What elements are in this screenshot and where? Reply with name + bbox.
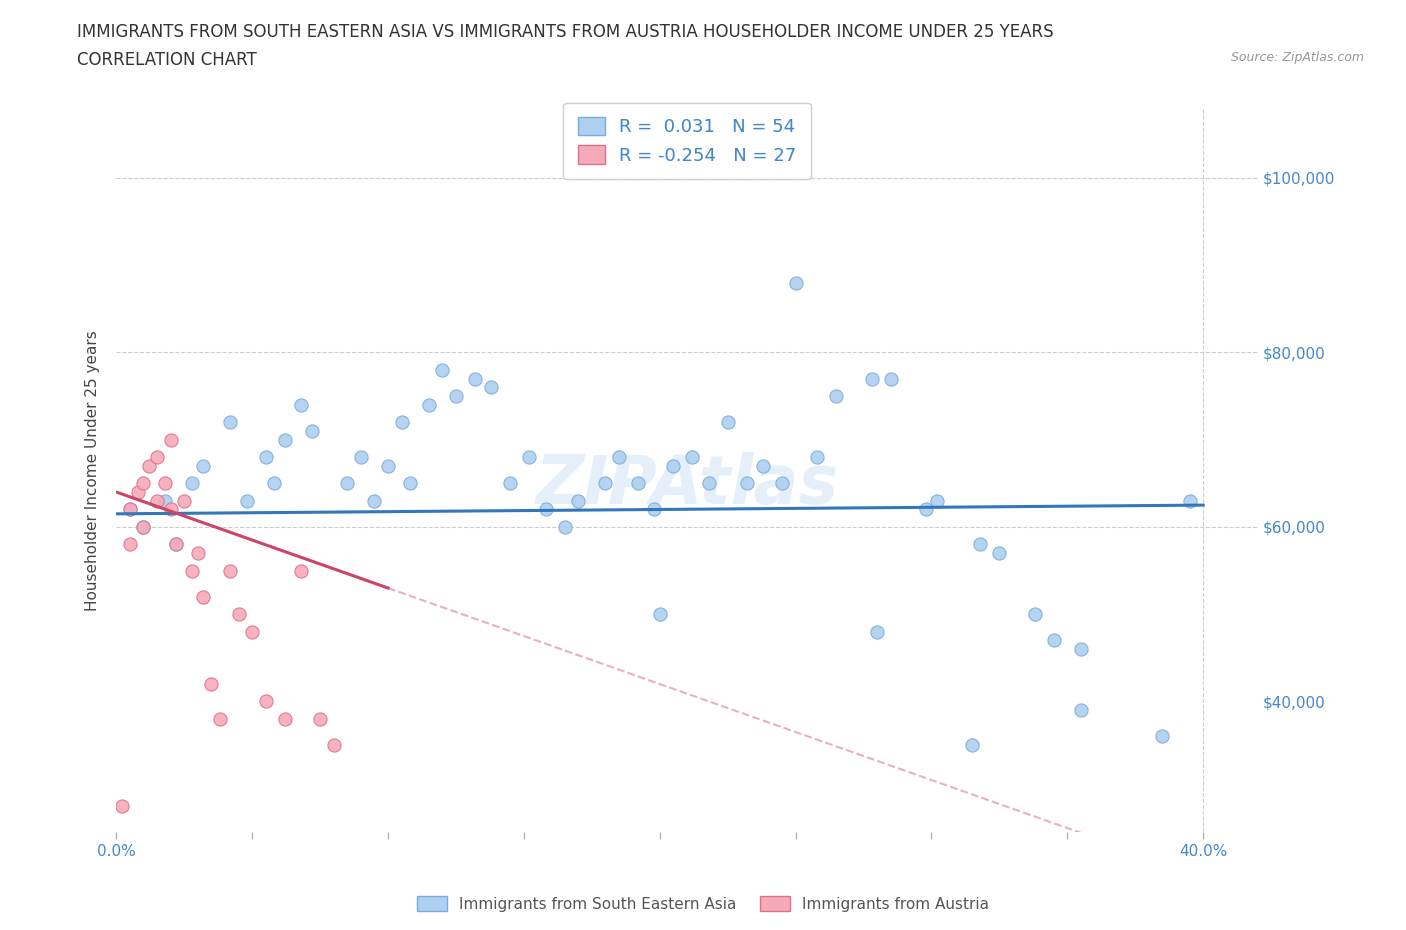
- Point: [627, 476, 650, 491]
- Point: [127, 485, 149, 499]
- Point: [274, 711, 297, 726]
- Point: [717, 415, 740, 430]
- Point: [111, 799, 134, 814]
- Point: [274, 432, 297, 447]
- Text: ZIPAtlas: ZIPAtlas: [536, 452, 838, 518]
- Point: [219, 564, 242, 578]
- Point: [322, 737, 344, 752]
- Point: [153, 493, 176, 508]
- Point: [181, 476, 204, 491]
- Point: [735, 476, 758, 491]
- Point: [118, 537, 141, 551]
- Point: [193, 590, 215, 604]
- Point: [132, 520, 155, 535]
- Point: [301, 423, 323, 438]
- Point: [228, 606, 250, 621]
- Point: [595, 476, 617, 491]
- Point: [290, 564, 312, 578]
- Point: [969, 537, 991, 551]
- Point: [499, 476, 522, 491]
- Legend: R =  0.031   N = 54, R = -0.254   N = 27: R = 0.031 N = 54, R = -0.254 N = 27: [562, 102, 811, 179]
- Text: CORRELATION CHART: CORRELATION CHART: [77, 51, 257, 69]
- Point: [770, 476, 793, 491]
- Text: IMMIGRANTS FROM SOUTH EASTERN ASIA VS IMMIGRANTS FROM AUSTRIA HOUSEHOLDER INCOME: IMMIGRANTS FROM SOUTH EASTERN ASIA VS IM…: [77, 23, 1054, 41]
- Point: [309, 711, 332, 726]
- Point: [138, 458, 160, 473]
- Point: [240, 624, 263, 639]
- Point: [159, 502, 181, 517]
- Point: [200, 677, 222, 692]
- Legend: Immigrants from South Eastern Asia, Immigrants from Austria: Immigrants from South Eastern Asia, Immi…: [411, 889, 995, 918]
- Point: [785, 275, 807, 290]
- Point: [263, 476, 285, 491]
- Point: [254, 694, 277, 709]
- Point: [165, 537, 187, 551]
- Point: [173, 493, 195, 508]
- Point: [350, 450, 373, 465]
- Point: [825, 389, 848, 404]
- Point: [554, 520, 576, 535]
- Text: Source: ZipAtlas.com: Source: ZipAtlas.com: [1230, 51, 1364, 64]
- Point: [159, 432, 181, 447]
- Point: [290, 397, 312, 412]
- Point: [391, 415, 413, 430]
- Point: [219, 415, 242, 430]
- Point: [418, 397, 440, 412]
- Point: [806, 450, 828, 465]
- Point: [444, 389, 467, 404]
- Point: [132, 520, 155, 535]
- Point: [988, 546, 1011, 561]
- Point: [752, 458, 775, 473]
- Point: [479, 379, 502, 394]
- Point: [697, 476, 720, 491]
- Point: [254, 450, 277, 465]
- Point: [1178, 493, 1201, 508]
- Point: [517, 450, 540, 465]
- Point: [643, 502, 665, 517]
- Point: [181, 564, 204, 578]
- Point: [464, 371, 486, 386]
- Point: [1024, 606, 1046, 621]
- Point: [146, 450, 169, 465]
- Point: [648, 606, 671, 621]
- Point: [118, 502, 141, 517]
- Point: [187, 546, 209, 561]
- Point: [432, 363, 454, 378]
- Point: [866, 624, 889, 639]
- Point: [153, 476, 176, 491]
- Point: [1070, 703, 1092, 718]
- Point: [235, 493, 257, 508]
- Point: [567, 493, 589, 508]
- Point: [662, 458, 685, 473]
- Point: [860, 371, 883, 386]
- Point: [118, 502, 141, 517]
- Point: [132, 476, 155, 491]
- Point: [208, 711, 231, 726]
- Point: [193, 458, 215, 473]
- Point: [363, 493, 385, 508]
- Point: [681, 450, 703, 465]
- Point: [607, 450, 630, 465]
- Point: [336, 476, 359, 491]
- Point: [398, 476, 420, 491]
- Point: [879, 371, 901, 386]
- Point: [925, 493, 948, 508]
- Point: [960, 737, 983, 752]
- Point: [1152, 729, 1174, 744]
- Point: [915, 502, 938, 517]
- Point: [146, 493, 169, 508]
- Point: [1070, 642, 1092, 657]
- Point: [165, 537, 187, 551]
- Point: [534, 502, 557, 517]
- Point: [377, 458, 399, 473]
- Point: [1042, 633, 1064, 648]
- Y-axis label: Householder Income Under 25 years: Householder Income Under 25 years: [86, 330, 100, 611]
